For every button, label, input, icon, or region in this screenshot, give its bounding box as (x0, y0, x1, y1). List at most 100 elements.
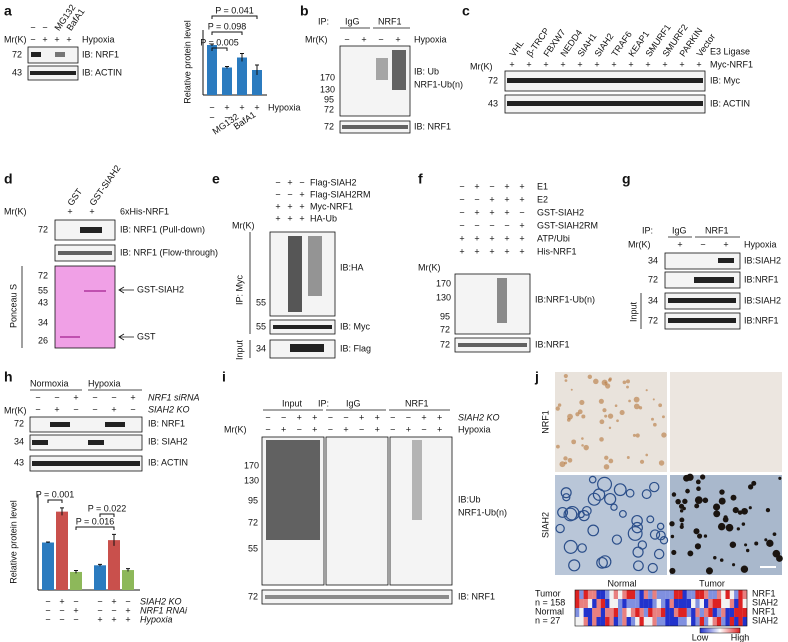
heat-cell (712, 617, 717, 626)
heat-cell (605, 608, 610, 617)
p-bracket (99, 513, 115, 517)
nucleus (577, 543, 587, 553)
bar (94, 565, 106, 590)
stain (626, 456, 630, 459)
ip: IP: (318, 398, 329, 408)
sign: − (390, 412, 395, 422)
stain (661, 432, 667, 438)
nucleus (719, 558, 724, 562)
heat-cell (613, 590, 619, 599)
nucleus (751, 480, 757, 486)
ip-nrf1: NRF1 (405, 398, 429, 408)
stain (563, 373, 568, 379)
sign: + (89, 206, 94, 216)
heat-cell (669, 608, 674, 617)
stain (556, 444, 560, 449)
heat-cell (725, 599, 730, 608)
sign: + (287, 177, 292, 187)
cond: Myc-NRF1 (310, 201, 353, 211)
blot (325, 436, 389, 586)
sign: + (97, 614, 102, 624)
sign: + (312, 424, 317, 434)
heat-cell (704, 599, 709, 608)
sign: + (504, 181, 509, 191)
blot-label: IB: NRF1 (Flow-through) (120, 247, 218, 257)
panel-label: g (622, 171, 631, 187)
sign: − (35, 404, 40, 414)
heat-cell (695, 608, 700, 617)
blot (29, 416, 143, 433)
marker: 72 (324, 121, 334, 131)
heat-cell (721, 617, 726, 626)
sign: + (611, 59, 616, 69)
heat-cell (583, 590, 588, 599)
heat-cell (626, 599, 631, 608)
blot-label: IB: NRF1 (458, 591, 495, 601)
heat-cell (682, 590, 687, 599)
panel-label: j (534, 369, 539, 385)
sign: + (594, 59, 599, 69)
heat-cell (579, 599, 584, 608)
stain (619, 410, 625, 416)
nucleus (732, 507, 739, 514)
band (458, 343, 527, 347)
p-value: P = 0.041 (215, 5, 254, 15)
p-bracket (211, 15, 258, 19)
band (342, 125, 408, 129)
heat-cell (661, 590, 666, 599)
sign: + (489, 246, 494, 256)
arrow-label: GST (137, 331, 156, 341)
heat-cell (742, 608, 748, 617)
row-label: NRF1 (540, 410, 550, 434)
nucleus (671, 549, 677, 556)
marker: 95 (324, 94, 334, 104)
band (507, 101, 703, 106)
nucleus (747, 484, 754, 490)
stain (557, 403, 562, 407)
band (507, 78, 703, 83)
nucleus (765, 507, 771, 513)
nucleus (649, 529, 661, 540)
heat-cell (639, 599, 644, 608)
smear (266, 440, 320, 540)
heat-cell (630, 608, 636, 617)
heat-cell (613, 617, 619, 626)
scale-bar (760, 566, 776, 568)
sign: + (299, 189, 304, 199)
sign: − (474, 220, 479, 230)
sign: − (459, 220, 464, 230)
bar (207, 45, 217, 95)
sign: − (54, 392, 59, 402)
sign: + (375, 412, 380, 422)
stain (599, 437, 604, 442)
band (32, 440, 48, 445)
smear (288, 236, 302, 312)
heat-cell (695, 617, 700, 626)
sign: + (543, 59, 548, 69)
blot-label: NRF1-Ub(n) (414, 79, 463, 89)
marker: 55 (38, 285, 48, 295)
nucleus (683, 474, 690, 482)
sign: + (474, 181, 479, 191)
marker: 170 (436, 278, 451, 288)
ip-igg: IgG (346, 398, 361, 408)
sign: + (281, 424, 286, 434)
sign: + (130, 392, 135, 402)
heat-cell (596, 599, 601, 608)
ip-nrf1: NRF1 (378, 16, 402, 26)
error-bar (46, 541, 50, 543)
marker: 43 (14, 457, 24, 467)
sign: − (265, 424, 270, 434)
heat-cell (725, 617, 730, 626)
marker: 130 (436, 292, 451, 302)
sign: + (421, 412, 426, 422)
group-label: n = 158 (535, 597, 565, 607)
nucleus (671, 492, 677, 497)
stain (564, 379, 568, 382)
heat-cell (622, 599, 627, 608)
sign: + (406, 424, 411, 434)
band (694, 277, 734, 283)
blot (269, 231, 336, 317)
bar (252, 70, 262, 95)
heat-cell (618, 608, 623, 617)
